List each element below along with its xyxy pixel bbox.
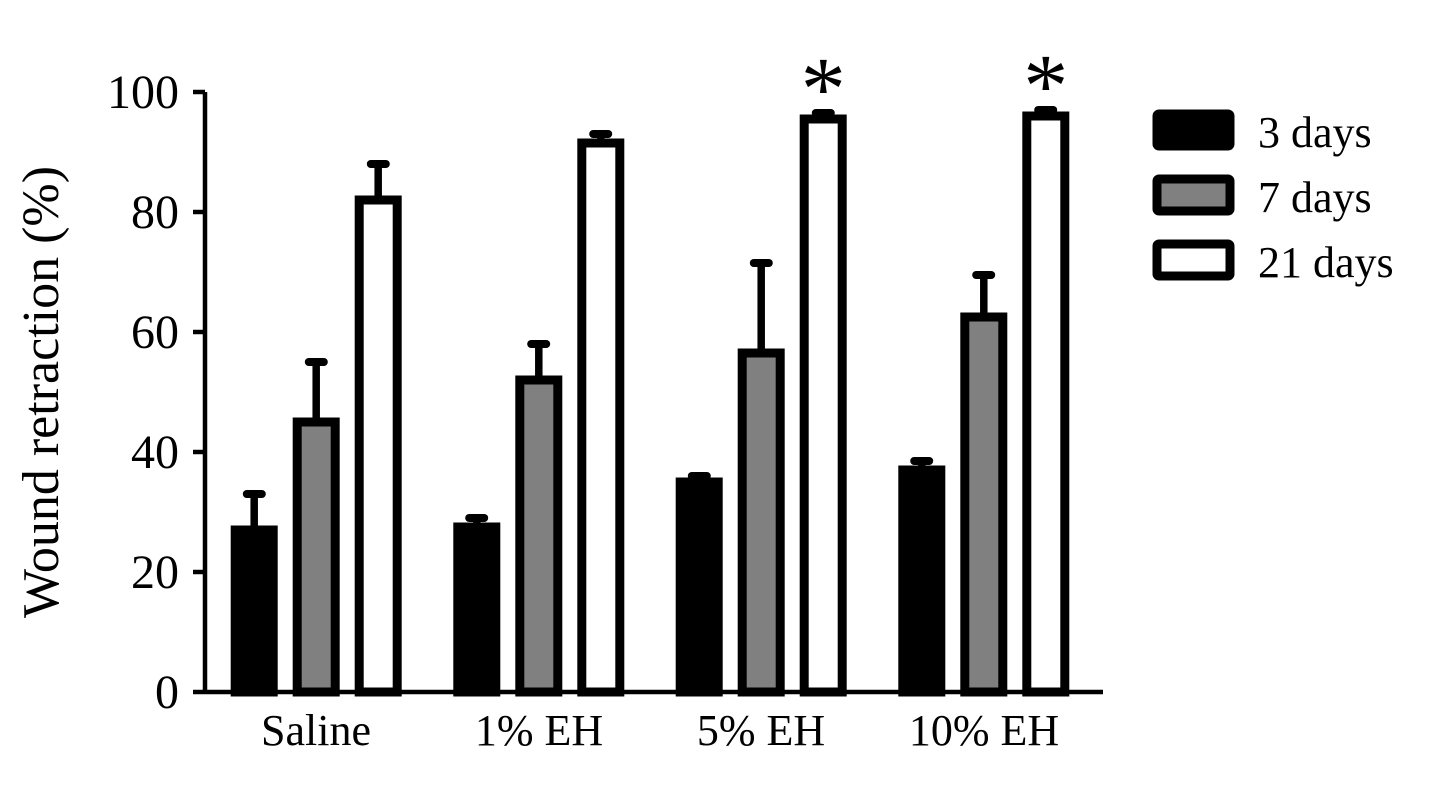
svg-text:21 days: 21 days: [1258, 238, 1394, 287]
svg-text:20: 20: [131, 546, 179, 599]
svg-text:*: *: [801, 40, 846, 139]
svg-text:60: 60: [131, 306, 179, 359]
svg-text:100: 100: [107, 66, 179, 119]
svg-text:40: 40: [131, 426, 179, 479]
svg-text:7 days: 7 days: [1258, 173, 1372, 222]
svg-text:1% EH: 1% EH: [475, 706, 603, 755]
svg-text:*: *: [1023, 37, 1068, 136]
svg-text:Saline: Saline: [261, 706, 371, 755]
svg-text:Wound retraction (%): Wound retraction (%): [13, 166, 70, 618]
svg-text:80: 80: [131, 186, 179, 239]
svg-text:10% EH: 10% EH: [909, 706, 1059, 755]
svg-text:0: 0: [155, 666, 179, 719]
svg-text:5% EH: 5% EH: [697, 706, 825, 755]
svg-text:3 days: 3 days: [1258, 108, 1372, 157]
